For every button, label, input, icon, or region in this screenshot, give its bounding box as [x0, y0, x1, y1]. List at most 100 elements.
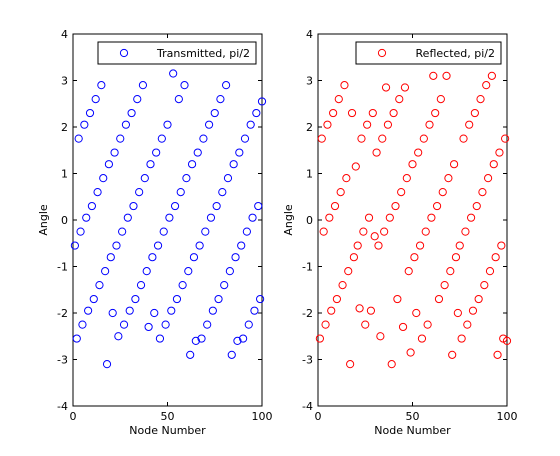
- data-point: [208, 306, 217, 315]
- data-point: [186, 350, 195, 359]
- data-point: [104, 160, 114, 169]
- y-tick-label: 4: [306, 28, 313, 41]
- data-point: [114, 332, 123, 341]
- data-point: [248, 213, 257, 222]
- data-point: [74, 134, 83, 143]
- data-point: [414, 148, 423, 157]
- data-point: [97, 81, 106, 90]
- data-point: [364, 213, 374, 222]
- data-point: [381, 83, 391, 92]
- data-point: [125, 306, 134, 315]
- data-point: [497, 241, 506, 250]
- y-tick-label: -4: [302, 400, 313, 413]
- data-point: [357, 134, 366, 143]
- data-point: [374, 241, 383, 250]
- data-point: [423, 320, 432, 329]
- data-point: [372, 148, 381, 157]
- data-point: [138, 81, 148, 90]
- data-point: [419, 134, 428, 143]
- y-tick-label: 4: [61, 28, 68, 41]
- data-point: [112, 241, 121, 250]
- data-point: [195, 241, 204, 250]
- data-point: [91, 95, 100, 104]
- data-point: [330, 201, 340, 211]
- data-point: [400, 83, 410, 92]
- data-point: [174, 95, 183, 104]
- y-tick-label: -2: [57, 307, 68, 320]
- data-point: [85, 108, 95, 118]
- data-point: [250, 306, 259, 315]
- data-point: [246, 120, 255, 129]
- data-point: [438, 188, 447, 197]
- y-tick-label: -4: [57, 400, 68, 413]
- legend-label: Reflected, pi/2: [416, 47, 495, 60]
- data-point: [434, 294, 444, 304]
- data-point: [146, 160, 155, 169]
- data-point: [189, 253, 199, 262]
- data-point: [87, 201, 97, 211]
- data-point: [223, 174, 233, 183]
- data-point: [347, 108, 357, 118]
- data-point: [484, 174, 493, 183]
- data-point: [361, 320, 370, 329]
- data-point: [501, 134, 510, 143]
- data-point: [133, 95, 142, 104]
- data-point: [187, 160, 197, 169]
- y-tick-label: -3: [302, 354, 313, 367]
- data-point: [461, 227, 470, 236]
- data-point: [191, 336, 200, 345]
- data-point: [376, 332, 385, 341]
- data-point: [229, 160, 238, 169]
- data-point: [193, 148, 202, 157]
- data-point: [431, 108, 440, 118]
- data-point: [135, 188, 144, 197]
- data-point: [321, 320, 330, 329]
- data-point: [144, 322, 153, 332]
- data-point: [99, 174, 108, 183]
- x-tick-label: 50: [406, 410, 420, 423]
- x-axis-label: Node Number: [129, 424, 206, 437]
- data-point: [220, 281, 229, 290]
- x-tick-label: 0: [70, 410, 77, 423]
- data-point: [231, 253, 240, 262]
- y-tick-label: 2: [306, 121, 313, 134]
- data-point: [218, 188, 227, 197]
- data-point: [368, 108, 377, 118]
- data-point: [319, 227, 328, 236]
- data-point: [153, 241, 163, 250]
- data-point: [493, 350, 502, 359]
- data-point: [482, 81, 491, 90]
- data-point: [197, 334, 206, 343]
- data-point: [487, 71, 496, 80]
- data-point: [155, 334, 165, 343]
- data-point: [227, 350, 236, 359]
- data-point: [136, 281, 146, 290]
- data-point: [167, 306, 176, 315]
- data-point: [489, 160, 498, 169]
- data-point: [329, 108, 338, 118]
- x-tick-label: 100: [497, 410, 518, 423]
- legend-box: [97, 41, 257, 65]
- data-point: [170, 201, 180, 211]
- data-point: [233, 336, 242, 345]
- data-point: [176, 188, 185, 197]
- data-point: [244, 320, 253, 329]
- data-point: [351, 162, 360, 171]
- data-point: [478, 188, 487, 197]
- data-point: [242, 227, 251, 236]
- data-point: [387, 360, 396, 369]
- y-tick-label: 0: [306, 214, 313, 227]
- data-point: [355, 304, 364, 313]
- axes-reflected: -4 -3 -2 -1 0 1 2 3 4 0 50 100 Node Number Angle Refle…: [282, 28, 518, 437]
- data-point: [72, 334, 81, 343]
- data-point: [429, 71, 438, 80]
- data-point: [334, 95, 343, 104]
- data-point: [338, 281, 347, 290]
- data-point: [76, 227, 85, 236]
- data-point: [342, 174, 351, 183]
- data-point: [159, 227, 168, 236]
- data-point: [325, 213, 334, 222]
- data-point: [102, 360, 112, 369]
- data-point: [221, 81, 231, 90]
- data-point: [410, 253, 419, 262]
